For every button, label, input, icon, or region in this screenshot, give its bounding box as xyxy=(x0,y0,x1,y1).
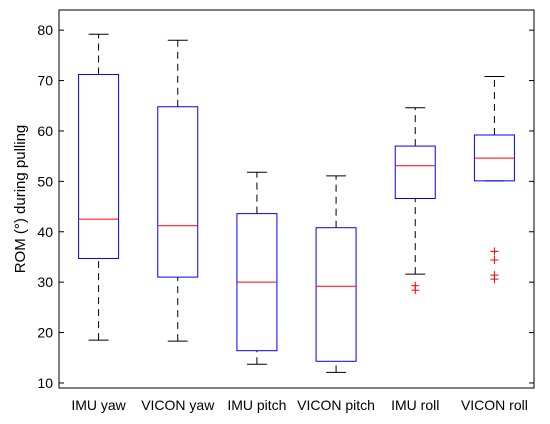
category-label: IMU roll xyxy=(391,397,439,413)
box-group xyxy=(78,33,120,341)
box-iqr xyxy=(394,145,436,199)
box-group xyxy=(394,107,436,295)
category-label: VICON roll xyxy=(461,397,528,413)
labels-layer: IMU yaw VICON yaw IMU pitch VICON pitch IMU … xyxy=(71,397,528,413)
y-tick-label: 10 xyxy=(37,375,53,391)
box-group xyxy=(315,175,357,373)
category-label: IMU yaw xyxy=(71,397,126,413)
boxes-layer xyxy=(78,33,515,373)
y-tick-label: 60 xyxy=(37,123,53,139)
box-group xyxy=(236,171,278,365)
y-tick-label: 30 xyxy=(37,274,53,290)
y-tick-label: 80 xyxy=(37,22,53,38)
box-iqr xyxy=(315,227,357,362)
category-label: VICON yaw xyxy=(141,397,215,413)
y-tick-label: 50 xyxy=(37,173,53,189)
box-group xyxy=(157,39,199,342)
category-label: IMU pitch xyxy=(227,397,286,413)
y-tick-label: 70 xyxy=(37,73,53,89)
box-group xyxy=(473,76,515,284)
box-iqr xyxy=(78,74,120,259)
tick-layer: 10 20 30 40 50 60 70 80 xyxy=(37,22,534,391)
box-iqr xyxy=(157,106,199,278)
plot-area xyxy=(58,9,535,389)
y-tick-label: 40 xyxy=(37,224,53,240)
category-label: VICON pitch xyxy=(297,397,375,413)
y-tick-label: 20 xyxy=(37,325,53,341)
y-axis-label: ROM (°) during pulling xyxy=(12,125,29,274)
